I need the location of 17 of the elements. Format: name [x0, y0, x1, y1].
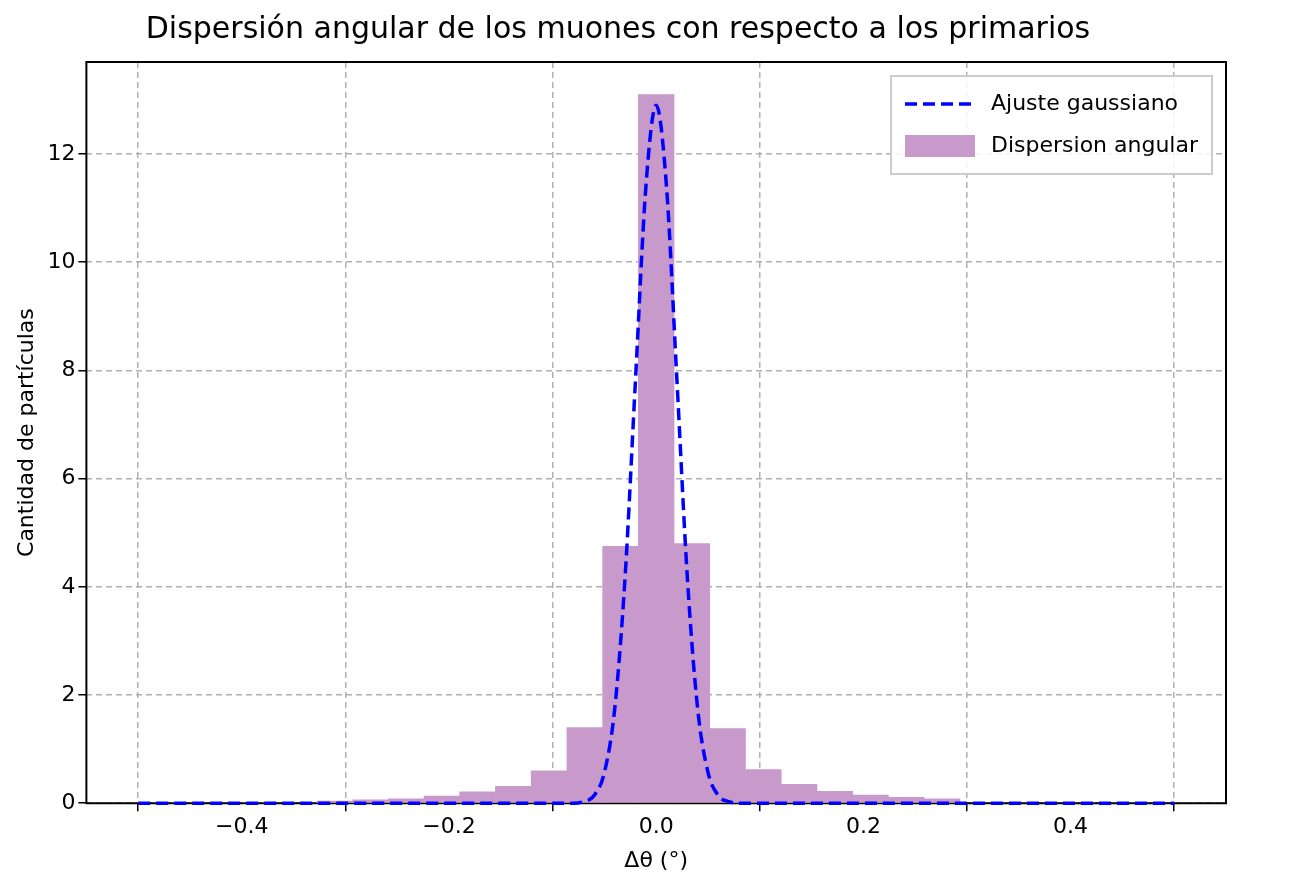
x-tick-label: −0.4: [215, 813, 269, 839]
y-axis-title: Cantidad de partículas: [12, 308, 38, 557]
y-tick-label: 0: [61, 788, 76, 814]
y-tick-label: 2: [61, 680, 76, 706]
chart-title: Dispersión angular de los muones con respecto a los primarios: [145, 9, 1091, 45]
y-tick-label: 8: [61, 356, 76, 382]
x-tick-label: 0.4: [1053, 813, 1089, 839]
x-axis-title: Δθ (°): [624, 846, 689, 872]
y-tick-label: 10: [47, 247, 76, 273]
legend-label: Ajuste gaussiano: [991, 89, 1179, 115]
x-tick-label: 0.0: [638, 813, 674, 839]
legend-label: Dispersion angular: [991, 131, 1199, 157]
y-tick-label: 4: [61, 572, 76, 598]
x-tick-label: 0.2: [845, 813, 881, 839]
y-tick-label: 6: [61, 464, 76, 490]
y-tick-label: 12: [47, 139, 76, 165]
x-tick-label: −0.2: [422, 813, 476, 839]
